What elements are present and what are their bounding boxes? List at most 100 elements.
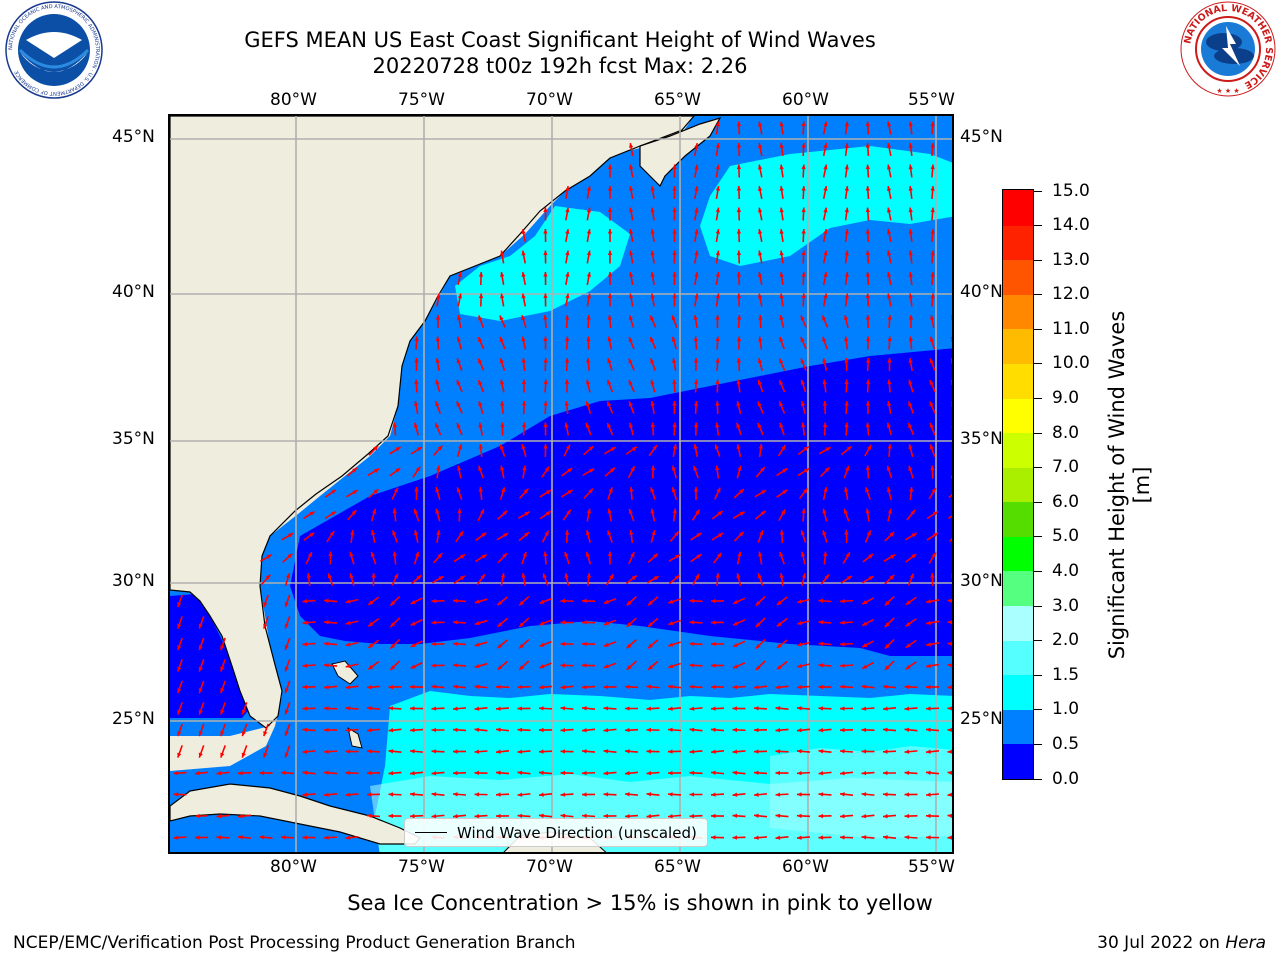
wave-direction-arrowhead (758, 551, 763, 557)
wave-direction-arrowhead (646, 792, 652, 797)
wave-direction-arrowhead (349, 573, 354, 579)
wave-direction-arrowhead (668, 706, 673, 711)
wave-direction-arrowhead (822, 401, 828, 406)
wave-direction-arrowhead (456, 487, 461, 493)
wave-direction-arrowhead (453, 727, 458, 733)
wave-direction-arrowhead (802, 488, 808, 494)
wave-direction-arrowhead (502, 510, 508, 516)
wave-direction-arrowhead (711, 706, 716, 711)
colorbar-tick (1034, 294, 1042, 296)
wave-direction-arrowhead (177, 645, 182, 651)
wave-direction-arrowhead (868, 553, 874, 559)
wave-direction-arrowhead (866, 530, 871, 536)
colorbar-tick-label: 11.0 (1052, 318, 1090, 339)
wave-direction-arrowhead (738, 531, 744, 537)
wave-direction-arrowhead (757, 250, 763, 256)
wave-direction-arrowhead (779, 121, 784, 127)
wave-direction-arrowhead (393, 573, 398, 579)
wave-direction-arrowhead (844, 422, 849, 428)
wave-direction-arrowhead (693, 315, 698, 320)
wave-direction-arrowhead (926, 813, 931, 819)
wave-direction-arrowhead (324, 706, 329, 711)
wave-direction-arrowhead (797, 599, 803, 604)
wave-direction-arrowhead (517, 749, 523, 754)
wave-direction-arrowhead (823, 229, 828, 234)
colorbar-tick-label: 7.0 (1052, 457, 1080, 478)
wave-direction-arrowhead (671, 336, 677, 342)
wave-direction-arrowhead (431, 706, 437, 711)
wave-direction-arrowhead (324, 641, 329, 647)
wave-direction-arrowhead (607, 551, 613, 557)
wave-direction-arrowhead (840, 835, 845, 840)
wave-direction-arrowhead (779, 229, 784, 234)
wave-direction-arrowhead (650, 465, 656, 471)
wave-direction-arrowhead (543, 315, 548, 320)
wave-direction-arrowhead (930, 164, 935, 170)
wave-direction-arrowhead (715, 315, 720, 320)
wave-direction-arrowhead (582, 706, 587, 711)
wave-direction-arrowhead (216, 771, 222, 776)
wave-direction-arrowhead (539, 727, 544, 733)
wave-direction-arrowhead (543, 422, 548, 428)
wave-direction-arrowhead (818, 749, 824, 754)
wave-direction-arrowhead (951, 337, 952, 343)
wave-direction-arrowhead (345, 749, 351, 754)
wave-direction-arrowhead (474, 770, 480, 776)
wave-direction-arrowhead (453, 663, 458, 668)
wave-direction-arrowhead (930, 250, 935, 256)
wave-direction-arrowhead (603, 706, 609, 711)
wave-direction-arrowhead (543, 250, 548, 256)
wave-direction-arrowhead (908, 207, 913, 213)
wave-direction-arrowhead (410, 642, 416, 647)
wave-direction-arrowhead (496, 749, 501, 754)
wave-direction-arrowhead (435, 315, 441, 320)
wave-direction-arrowhead (481, 554, 487, 559)
wave-direction-arrowhead (648, 643, 653, 649)
wave-direction-arrowhead (457, 272, 463, 277)
wave-direction-arrowhead (324, 727, 329, 733)
wave-direction-arrowhead (417, 447, 422, 452)
wave-direction-arrowhead (757, 293, 763, 299)
wave-direction-arrowhead (565, 186, 570, 191)
wave-direction-arrowhead (345, 706, 351, 711)
wave-direction-arrowhead (883, 835, 888, 840)
wave-direction-arrowhead (758, 315, 763, 320)
wave-direction-arrowhead (671, 487, 676, 493)
wave-direction-arrowhead (801, 293, 806, 299)
wave-direction-arrowhead (410, 771, 415, 776)
wave-direction-arrowhead (908, 444, 913, 450)
wave-direction-arrowhead (414, 336, 419, 342)
wave-direction-arrowhead (628, 229, 634, 234)
wave-direction-arrowhead (904, 770, 910, 776)
colorbar-tick-label: 1.5 (1052, 664, 1080, 685)
lon-label-top: 55°W (908, 90, 955, 110)
wave-direction-arrowhead (521, 401, 527, 406)
wave-direction-arrowhead (797, 770, 802, 776)
wave-direction-arrowhead (865, 207, 871, 213)
wave-direction-arrowhead (560, 792, 566, 797)
wave-direction-arrowhead (844, 487, 849, 492)
wave-direction-arrowhead (736, 186, 742, 191)
wave-direction-arrowhead (887, 358, 892, 363)
wave-direction-arrowhead (195, 771, 200, 776)
wave-direction-arrowhead (543, 272, 548, 277)
wave-direction-arrowhead (435, 508, 440, 514)
wave-direction-arrowhead (431, 641, 437, 647)
footer-credit: NCEP/EMC/Verification Post Processing Pr… (13, 933, 576, 953)
wave-direction-arrowhead (350, 530, 355, 535)
wave-direction-arrowhead (884, 622, 890, 628)
wave-direction-arrowhead (284, 752, 289, 758)
wave-direction-arrowhead (646, 727, 652, 733)
wave-direction-arrowhead (453, 706, 458, 711)
wave-direction-arrowhead (947, 749, 952, 754)
wave-direction-arrowhead (711, 792, 716, 797)
wave-direction-arrowhead (198, 752, 203, 758)
wave-direction-arrowhead (844, 530, 849, 535)
wave-direction-arrowhead (736, 315, 742, 320)
wave-direction-arrowhead (521, 272, 526, 277)
wave-direction-arrowhead (929, 358, 934, 364)
wave-direction-arrowhead (800, 337, 805, 343)
wave-direction-arrowhead (732, 813, 738, 819)
wave-direction-arrowhead (626, 600, 632, 606)
colorbar-segment (1003, 501, 1033, 537)
